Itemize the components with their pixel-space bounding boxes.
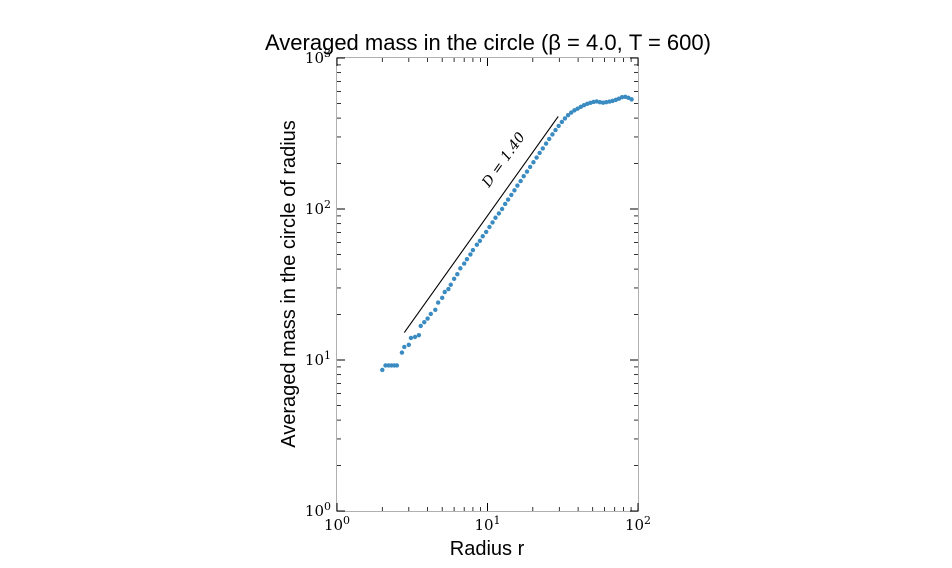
data-point — [534, 155, 539, 160]
data-point — [527, 164, 533, 170]
data-point — [499, 206, 505, 212]
data-point — [556, 123, 561, 129]
data-point — [537, 150, 542, 156]
data-point — [515, 183, 520, 188]
data-point — [399, 350, 405, 355]
plot-frame — [336, 57, 639, 512]
y-tick-label: 101 — [305, 349, 331, 369]
data-point — [470, 247, 476, 253]
y-axis-label: Averaged mass in the circle of radius — [278, 120, 300, 448]
data-point — [565, 113, 571, 118]
x-tick-label: 101 — [474, 514, 500, 534]
data-point — [483, 229, 489, 235]
data-point — [531, 160, 536, 165]
data-point — [406, 342, 412, 348]
data-point — [562, 116, 568, 121]
data-point — [446, 286, 451, 292]
fit-line — [403, 116, 559, 333]
data-point — [559, 119, 565, 125]
data-point — [550, 132, 555, 137]
data-point — [512, 188, 517, 193]
data-point — [524, 169, 530, 174]
data-point — [416, 332, 422, 338]
data-point — [474, 242, 480, 247]
data-point — [543, 141, 549, 146]
data-point — [521, 173, 526, 179]
data-point — [480, 234, 485, 239]
data-point — [380, 367, 385, 373]
data-point — [428, 311, 433, 317]
data-point — [487, 224, 492, 230]
plot-area — [336, 57, 639, 512]
y-tick-label: 103 — [305, 47, 331, 67]
data-points — [380, 94, 634, 373]
data-point — [402, 344, 407, 350]
data-point — [493, 215, 498, 220]
data-point — [509, 192, 514, 198]
x-tick-label: 102 — [625, 514, 651, 534]
data-point — [433, 307, 438, 313]
data-point — [422, 319, 427, 325]
data-point — [505, 197, 511, 202]
data-point — [442, 289, 447, 295]
data-point — [408, 335, 414, 341]
data-point — [502, 201, 508, 207]
data-point — [455, 272, 460, 277]
x-tick-label: 100 — [324, 514, 350, 534]
data-point — [451, 276, 457, 281]
data-point — [383, 363, 388, 368]
data-point — [629, 97, 634, 102]
data-point — [461, 261, 467, 266]
data-point — [546, 136, 552, 142]
data-point — [540, 146, 545, 151]
data-point — [412, 334, 418, 340]
data-point — [418, 323, 423, 329]
data-point — [496, 211, 502, 216]
data-point — [458, 266, 463, 271]
data-point — [425, 316, 430, 321]
chart-title: Averaged mass in the circle (β = 4.0, T … — [265, 30, 711, 55]
y-tick-label: 102 — [305, 198, 331, 218]
data-point — [448, 282, 453, 287]
fit-line-group: D = 1.40 — [403, 116, 559, 333]
data-point — [553, 127, 558, 133]
data-point — [518, 178, 523, 184]
data-point — [439, 295, 445, 301]
data-point — [464, 257, 470, 262]
x-axis-label: Radius r — [450, 538, 525, 560]
data-point — [435, 300, 441, 305]
data-point — [575, 106, 580, 111]
data-point — [394, 363, 400, 368]
data-point — [490, 220, 495, 225]
data-point — [619, 95, 625, 100]
data-point — [468, 252, 473, 257]
data-point — [569, 110, 574, 115]
data-point — [477, 238, 483, 244]
